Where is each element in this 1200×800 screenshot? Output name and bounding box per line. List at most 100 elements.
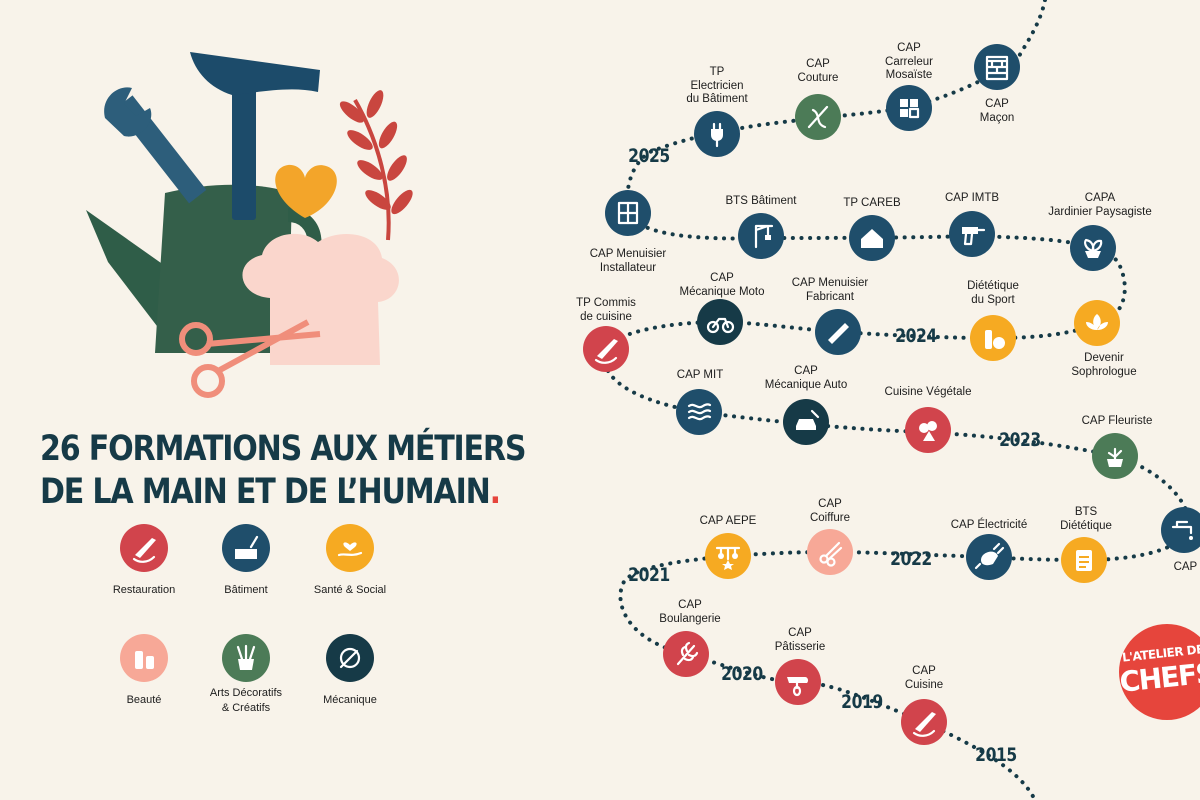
formation-label: CAP Électricité <box>950 519 1028 531</box>
trowel-bricks-icon <box>222 524 270 572</box>
formation-label: CAP Mécanique Auto <box>764 365 848 391</box>
formation-node <box>663 631 709 677</box>
category-label: Mécanique <box>323 694 377 706</box>
formation-label: CAPA Jardinier Paysagiste <box>1048 192 1152 218</box>
plant-icon <box>1084 238 1103 258</box>
house-icon <box>861 229 883 248</box>
heart-icon <box>275 164 337 218</box>
year-marker: 2022 <box>890 548 932 570</box>
category-label: Beauté <box>126 694 162 706</box>
headline: 26 FORMATIONS AUX MÉTIERS DE LA MAIN ET D… <box>40 428 527 514</box>
category-label: Restauration <box>112 584 176 596</box>
baby-mobile-icon <box>715 546 741 570</box>
formation-label: CAP Carreleur Mosaïste <box>885 42 933 81</box>
heater-icon <box>687 403 712 421</box>
headline-dot: . <box>489 472 501 512</box>
chef-knife-icon <box>912 712 936 737</box>
formation-label: CAP Plom <box>1173 561 1198 573</box>
wheat-icon <box>339 90 413 241</box>
formation-node <box>974 44 1020 90</box>
formation-node <box>583 326 629 372</box>
plug-icon <box>711 122 723 148</box>
car-wrench-icon <box>796 409 820 430</box>
formation-node <box>807 529 853 575</box>
saw-icon <box>828 323 849 344</box>
formation-node <box>697 299 743 345</box>
formation-node <box>905 407 951 453</box>
tiles-icon <box>900 99 920 119</box>
category-beaute: Beauté <box>69 634 219 708</box>
year-marker: 2019 <box>841 691 883 713</box>
year-marker: 2025 <box>628 145 670 167</box>
year-marker: 2023 <box>999 429 1041 451</box>
formation-node <box>1061 537 1107 583</box>
formation-node <box>849 215 895 261</box>
formation-node <box>815 309 861 355</box>
year-marker: 2021 <box>628 564 670 586</box>
mixer-icon <box>787 677 809 697</box>
formation-label: CAP AEPE <box>699 515 757 527</box>
formation-node <box>705 533 751 579</box>
formation-label: Cuisine Végétale <box>884 386 972 398</box>
plug-socket-icon <box>974 542 1005 570</box>
brushes-pot-icon <box>222 634 270 682</box>
formation-node <box>795 94 841 140</box>
category-restauration: Restauration <box>69 524 219 598</box>
category-batiment: Bâtiment <box>171 524 321 598</box>
scissors-icon <box>179 319 321 398</box>
formation-label: TP Electricien du Bâtiment <box>686 66 748 105</box>
category-label: Arts Décoratifs & Créatifs <box>209 687 283 714</box>
formation-node <box>1092 433 1138 479</box>
chef-knife-icon <box>120 524 168 572</box>
formation-label: BTS Bâtiment <box>725 195 797 207</box>
formation-label: CAP Menuisier Fabricant <box>791 277 869 303</box>
formation-label: CAP Pâtisserie <box>774 627 826 653</box>
formation-label: Diététique du Sport <box>967 280 1019 306</box>
headline-line2: DE LA MAIN ET DE L’HUMAIN <box>40 472 491 512</box>
tools-illustration <box>86 52 413 398</box>
formation-node <box>949 211 995 257</box>
category-label: Santé & Social <box>313 584 387 596</box>
formation-label: TP CAREB <box>843 197 901 209</box>
hammer-icon <box>190 52 320 220</box>
formation-label: Devenir Sophrologue <box>1071 352 1137 378</box>
category-label: Bâtiment <box>224 584 268 596</box>
category-arts: Arts Décoratifs & Créatifs <box>171 634 321 716</box>
formation-node <box>886 85 932 131</box>
formation-node <box>901 699 947 745</box>
formation-node <box>694 111 740 157</box>
formation-label: CAP Maçon <box>979 98 1015 124</box>
hand-heart-icon <box>326 524 374 572</box>
needle-icon <box>807 105 829 129</box>
formation-label: TP Commis de cuisine <box>576 297 636 323</box>
year-marker: 2020 <box>721 663 763 685</box>
lotus-icon <box>1086 314 1108 330</box>
chef-hat-icon <box>242 233 399 365</box>
headline-line1: 26 FORMATIONS AUX MÉTIERS <box>40 429 527 469</box>
bricks-icon <box>985 55 1009 81</box>
window-icon <box>617 201 639 225</box>
formation-node <box>783 399 829 445</box>
wheat-icon <box>676 641 699 666</box>
clipboard-icon <box>1076 550 1092 571</box>
formation-label: CAP Couture <box>797 58 839 84</box>
formation-label: CAP IMTB <box>944 192 1000 204</box>
atelier-des-chefs-logo: L'ATELIER DES CHEFS <box>1118 624 1200 720</box>
crane-icon <box>754 224 774 249</box>
motorbike-icon <box>706 317 735 334</box>
formation-node <box>775 659 821 705</box>
scissors-comb-icon <box>819 541 843 567</box>
flower-pot-icon <box>1107 447 1123 467</box>
wrench-gear-icon <box>326 634 374 682</box>
formation-label: BTS Diététique <box>1060 506 1112 532</box>
formation-label: CAP Cuisine <box>904 665 944 691</box>
formation-node <box>676 389 722 435</box>
wrench-icon <box>104 87 207 204</box>
category-sante: Santé & Social <box>275 524 425 598</box>
apple-bottle-icon <box>985 330 1005 349</box>
formation-node <box>1074 300 1120 346</box>
vegetables-icon <box>919 421 937 441</box>
formation-node <box>738 213 784 259</box>
year-marker: 2015 <box>975 744 1017 766</box>
